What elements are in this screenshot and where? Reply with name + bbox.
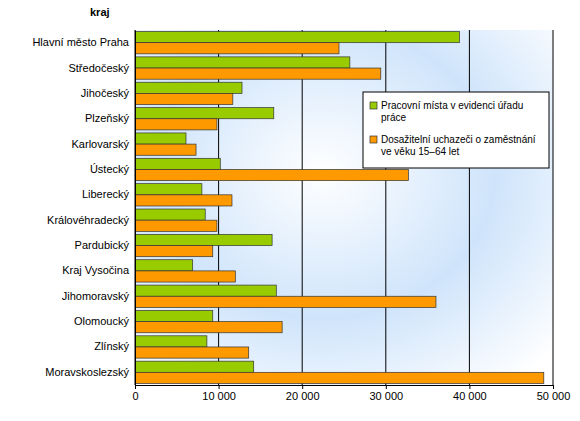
bar — [135, 372, 544, 383]
tick-label: 40 000 — [453, 390, 487, 402]
tick-label: 30 000 — [369, 390, 403, 402]
tick-mark — [386, 385, 387, 389]
bar — [135, 195, 232, 206]
bar — [135, 119, 217, 130]
bar — [135, 336, 207, 347]
tick: Pardubický — [75, 239, 135, 251]
tick: 10 000 — [202, 385, 236, 402]
bar — [135, 246, 213, 257]
plot-background — [135, 30, 553, 385]
series — [135, 32, 459, 373]
tick-label: Liberecký — [82, 188, 130, 200]
bar — [135, 169, 408, 180]
tick-label: Karlovarský — [72, 138, 130, 150]
tick-label: Královéhradecký — [47, 214, 129, 226]
tick-mark — [553, 385, 554, 389]
tick-label: 50 000 — [537, 390, 571, 402]
bar — [135, 57, 350, 68]
grid-line — [553, 30, 554, 385]
tick: Liberecký — [82, 188, 135, 200]
tick: Moravskoslezský — [45, 366, 135, 378]
legend-label: Pracovní místa v evidenci úřadupráce — [381, 100, 523, 123]
grid-line — [469, 30, 470, 385]
tick: 30 000 — [369, 385, 403, 402]
tick: 20 000 — [286, 385, 320, 402]
y-axis: Hlavní město Praha Středočeský Jihočeský Pl… — [32, 31, 135, 386]
tick-label: Jihočeský — [81, 87, 130, 99]
tick: Jihočeský — [81, 87, 135, 99]
tick: Královéhradecký — [47, 214, 135, 226]
bar — [135, 260, 193, 271]
tick-label: Olomoucký — [74, 315, 130, 327]
tick-label: Ústecký — [90, 163, 130, 175]
bar — [135, 220, 217, 231]
axis-line — [136, 386, 554, 390]
tick: Olomoucký — [74, 315, 135, 327]
tick-label: 0 — [132, 390, 138, 402]
legend: Pracovní místa v evidenci úřadupráce Dosa… — [363, 92, 549, 168]
tick: 40 000 — [453, 385, 487, 402]
tick-label: Zlínský — [94, 340, 129, 352]
bar — [135, 184, 202, 195]
tick-label: 20 000 — [286, 390, 320, 402]
tick-mark — [469, 385, 470, 389]
tick: Ústecký — [90, 163, 135, 175]
bar — [135, 133, 186, 144]
legend-label: Dosažitelní uchazeči o zaměstnáníve věku… — [381, 134, 536, 157]
bar — [135, 43, 339, 54]
bar — [135, 209, 205, 220]
legend-swatch — [370, 102, 377, 109]
legend-swatch — [370, 136, 377, 143]
tick: 50 000 — [537, 385, 571, 402]
bar — [135, 271, 235, 282]
tick-label: Pardubický — [75, 239, 130, 251]
axis-title: kraj — [90, 6, 110, 18]
tick-label: Středočeský — [68, 62, 129, 74]
legend-box — [363, 92, 549, 168]
bar — [135, 361, 254, 372]
bar — [135, 32, 459, 43]
tick-label: Jihomoravský — [62, 290, 130, 302]
chart: 0 10 000 20 000 30 000 40 000 50 000 Hlavní mě… — [0, 0, 580, 421]
tick: Plzeňský — [85, 112, 135, 124]
grid-line — [135, 30, 136, 385]
tick-label: Plzeňský — [85, 112, 130, 124]
tick: Středočeský — [68, 62, 135, 74]
bar — [135, 347, 249, 358]
bar — [135, 285, 276, 296]
tick: Kraj Vysočina — [62, 264, 135, 276]
bar — [135, 82, 242, 93]
tick: Hlavní město Praha — [32, 36, 135, 48]
tick: Zlínský — [94, 340, 135, 352]
grid — [135, 30, 553, 385]
tick-mark — [135, 385, 136, 389]
tick-label: 10 000 — [202, 390, 236, 402]
tick: Jihomoravský — [62, 290, 135, 302]
tick-label: Hlavní město Praha — [32, 36, 129, 48]
bar — [135, 234, 272, 245]
bar — [135, 68, 381, 79]
tick-mark — [219, 385, 220, 389]
bar — [135, 108, 274, 119]
tick-label: Moravskoslezský — [45, 366, 129, 378]
bar — [135, 322, 282, 333]
tick: 0 — [132, 385, 138, 402]
grid-line — [385, 30, 386, 385]
bar — [135, 144, 196, 155]
grid-line — [302, 30, 303, 385]
plot: 0 10 000 20 000 30 000 40 000 50 000 Hlavní mě… — [32, 30, 570, 402]
bars — [135, 32, 544, 384]
tick-mark — [302, 385, 303, 389]
bar — [135, 93, 233, 104]
bar — [135, 296, 436, 307]
bar — [135, 310, 213, 321]
x-axis: 0 10 000 20 000 30 000 40 000 50 000 — [132, 385, 570, 402]
tick-label: Kraj Vysočina — [62, 264, 130, 276]
bar — [135, 158, 220, 169]
tick: Karlovarský — [72, 138, 135, 150]
axis-line — [135, 31, 136, 386]
